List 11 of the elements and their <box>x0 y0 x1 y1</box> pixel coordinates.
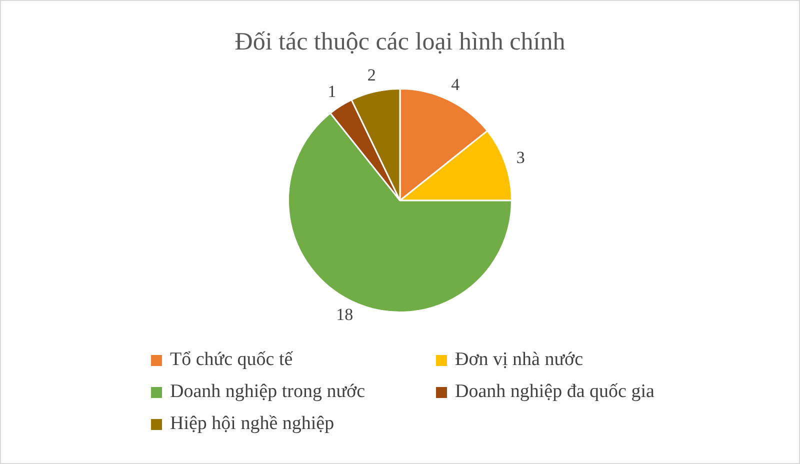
data-label: 18 <box>336 305 354 324</box>
legend-label: Doanh nghiệp trong nước <box>170 381 366 403</box>
legend-label: Hiệp hội nghề nghiệp <box>170 413 334 435</box>
data-label: 2 <box>367 65 376 84</box>
legend-label: Đơn vị nhà nước <box>455 349 584 371</box>
chart-title: Đối tác thuộc các loại hình chính <box>234 28 566 56</box>
legend-label: Tổ chức quốc tế <box>170 349 293 371</box>
data-label: 1 <box>328 82 336 101</box>
legend-label: Doanh nghiệp đa quốc gia <box>455 381 654 403</box>
data-label: 4 <box>451 74 460 94</box>
data-label: 3 <box>516 148 525 167</box>
